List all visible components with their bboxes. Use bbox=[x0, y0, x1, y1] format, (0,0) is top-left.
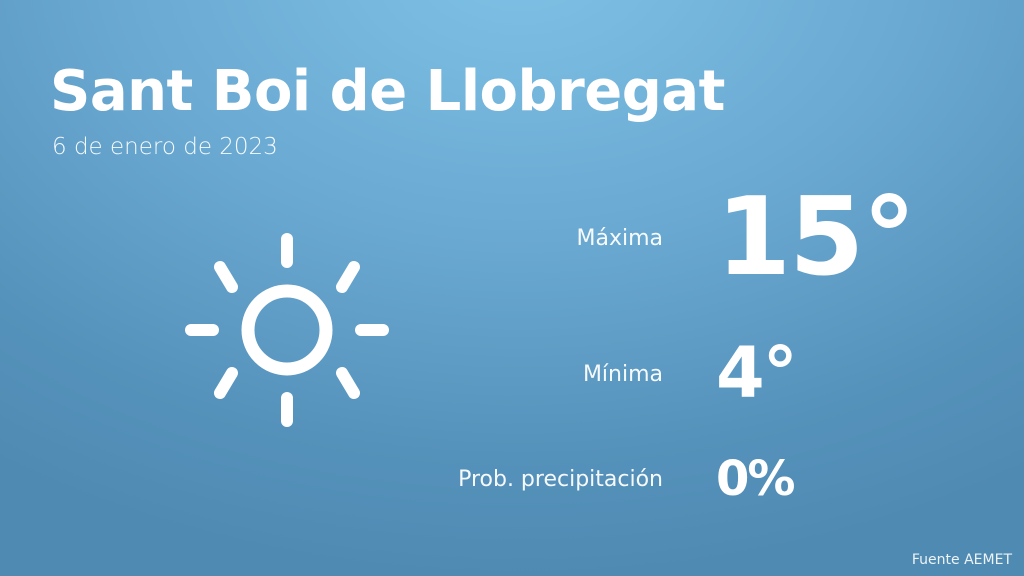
forecast-date: 6 de enero de 2023 bbox=[52, 134, 278, 160]
precip-probability: 0% bbox=[716, 451, 795, 507]
data-source: Fuente AEMET bbox=[911, 552, 1012, 568]
min-label: Mínima bbox=[582, 362, 663, 387]
sun-icon bbox=[185, 233, 389, 427]
max-temperature: 15° bbox=[716, 175, 916, 300]
city-title: Sant Boi de Llobregat bbox=[50, 59, 725, 124]
precip-label: Prob. precipitación bbox=[458, 467, 663, 492]
min-temperature: 4° bbox=[716, 332, 798, 414]
max-label: Máxima bbox=[576, 226, 663, 251]
